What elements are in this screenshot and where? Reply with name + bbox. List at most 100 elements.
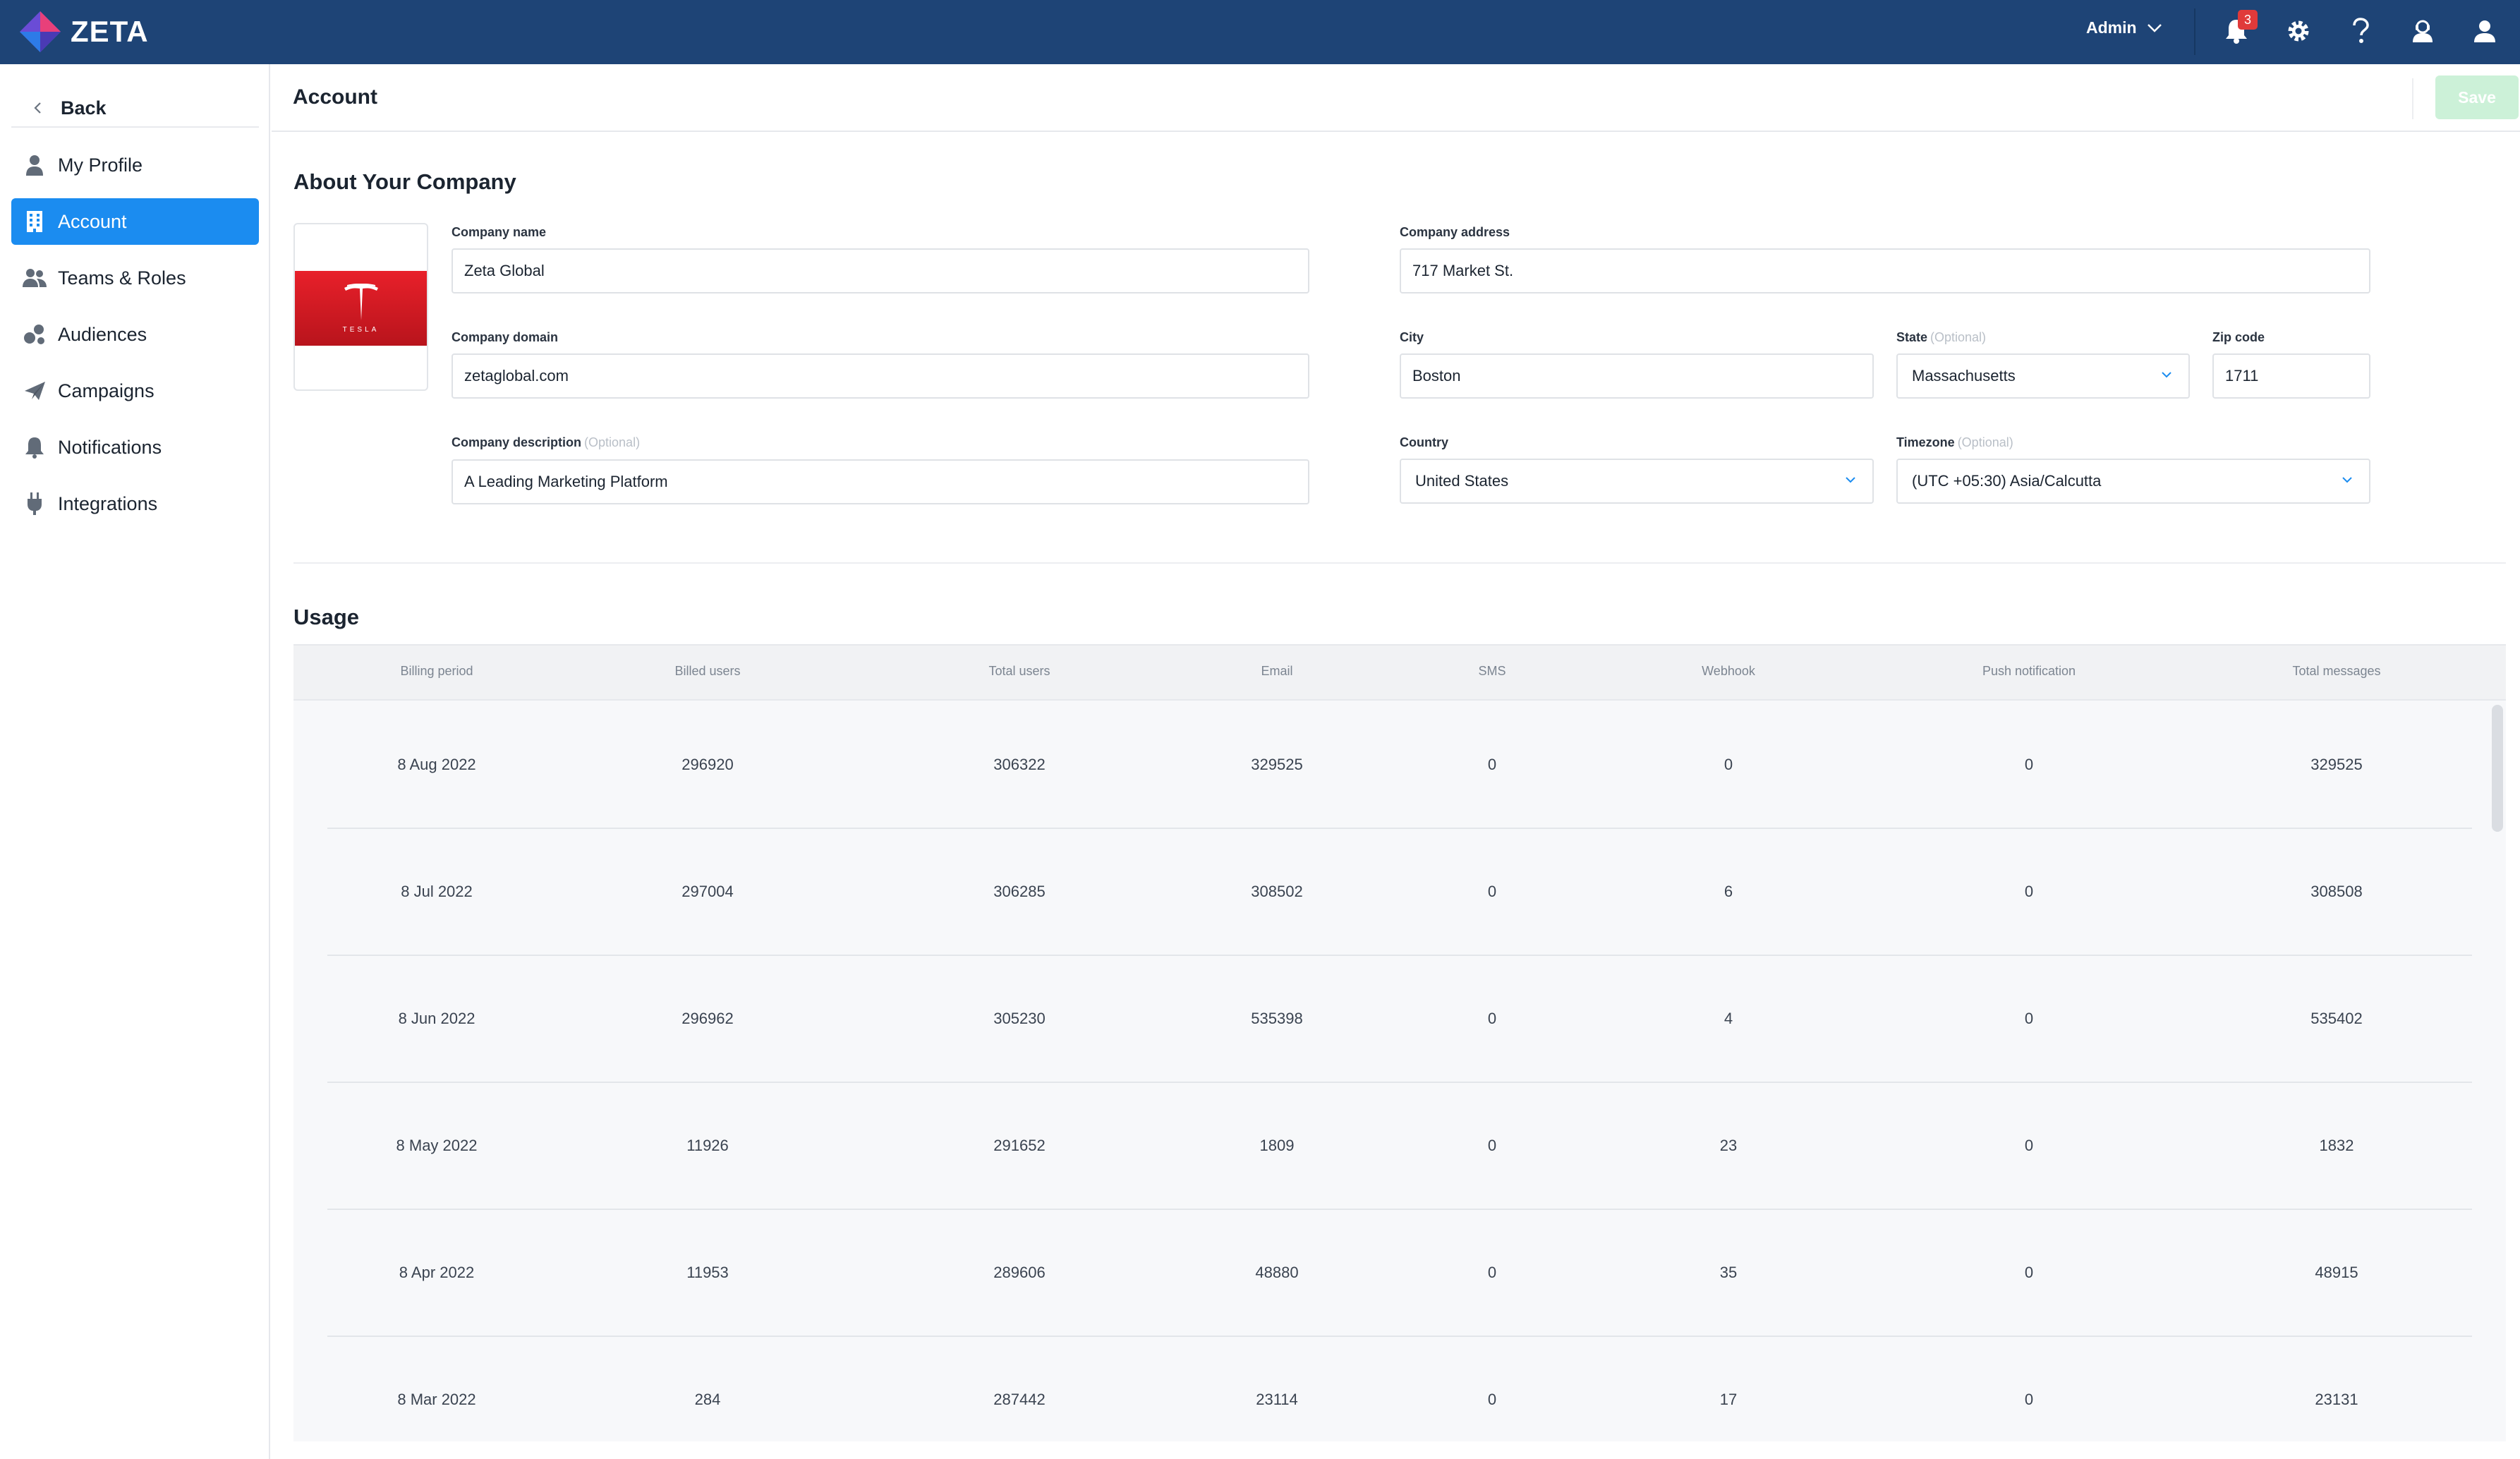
table-scrollbar[interactable] — [2492, 705, 2503, 832]
usage-table-header: Billing period Billed users Total users … — [293, 646, 2506, 701]
settings-button[interactable] — [2283, 16, 2314, 47]
zip-code-input[interactable]: 1711 — [2212, 353, 2370, 399]
audiences-icon — [24, 325, 44, 344]
country-label: Country — [1400, 435, 1448, 449]
cell-billed-users: 296962 — [682, 1010, 734, 1027]
cell-total-users: 289606 — [993, 1264, 1046, 1281]
company-address-label: Company address — [1400, 225, 1510, 239]
cell-billing-period: 8 Apr 2022 — [399, 1264, 475, 1281]
paper-plane-icon — [25, 382, 45, 400]
agent-button[interactable] — [2407, 16, 2438, 47]
sidebar-item-account[interactable]: Account — [11, 198, 259, 245]
column-header-webhook[interactable]: Webhook — [1702, 664, 1755, 678]
company-description-input[interactable]: A Leading Marketing Platform — [452, 459, 1309, 504]
sidebar-item-integrations[interactable]: Integrations — [11, 480, 259, 527]
cell-email: 535398 — [1251, 1010, 1303, 1027]
cell-total-messages: 23131 — [2315, 1391, 2358, 1408]
column-header-email[interactable]: Email — [1261, 664, 1293, 678]
cell-push-notification: 0 — [2024, 1264, 2034, 1281]
cell-total-users: 305230 — [993, 1010, 1046, 1027]
cell-total-users: 291652 — [993, 1137, 1046, 1154]
section-divider — [293, 562, 2506, 564]
sidebar-item-label: Teams & Roles — [58, 267, 186, 289]
person-icon — [26, 155, 43, 176]
cell-total-messages: 329525 — [2310, 756, 2363, 773]
country-select[interactable]: United States — [1400, 459, 1874, 504]
save-button[interactable]: Save — [2435, 75, 2519, 119]
cell-billed-users: 284 — [694, 1391, 721, 1408]
tesla-logo-icon — [344, 283, 378, 320]
help-icon — [2353, 18, 2369, 43]
notification-count-badge: 3 — [2238, 10, 2258, 30]
sidebar-item-campaigns[interactable]: Campaigns — [11, 368, 259, 414]
cell-webhook: 0 — [1724, 756, 1733, 773]
zeta-logo[interactable]: ZETA — [18, 10, 149, 54]
cell-webhook: 6 — [1724, 883, 1733, 900]
sidebar-item-label: Account — [58, 210, 127, 232]
usage-table: Billing period Billed users Total users … — [293, 644, 2506, 1441]
sidebar-item-my-profile[interactable]: My Profile — [11, 142, 259, 188]
help-button[interactable] — [2345, 16, 2376, 47]
notifications-button[interactable]: 3 — [2221, 10, 2258, 47]
company-name-input[interactable]: Zeta Global — [452, 248, 1309, 293]
column-header-sms[interactable]: SMS — [1478, 664, 1506, 678]
admin-label: Admin — [2086, 18, 2137, 37]
cell-email: 23114 — [1256, 1391, 1298, 1408]
company-logo-text: TESLA — [342, 325, 380, 334]
cell-billing-period: 8 Jun 2022 — [398, 1010, 475, 1027]
sidebar-item-label: Notifications — [58, 436, 162, 458]
city-input[interactable]: Boston — [1400, 353, 1874, 399]
header-divider — [2412, 78, 2413, 119]
company-name-label: Company name — [452, 225, 547, 239]
column-header-billed-users[interactable]: Billed users — [674, 664, 741, 678]
back-button[interactable]: Back — [11, 90, 259, 128]
cell-webhook: 35 — [1719, 1264, 1738, 1281]
cell-sms: 0 — [1487, 1137, 1497, 1154]
company-logo-image: TESLA — [295, 271, 427, 346]
cell-billing-period: 8 Aug 2022 — [397, 756, 476, 773]
company-description-label: Company description (Optional) — [452, 435, 641, 449]
cell-sms: 0 — [1487, 883, 1497, 900]
state-select[interactable]: Massachusetts — [1896, 353, 2190, 399]
sidebar-item-teams-roles[interactable]: Teams & Roles — [11, 255, 259, 301]
page-header: Account Save — [272, 64, 2520, 132]
page-title: Account — [293, 85, 377, 109]
cell-sms: 0 — [1487, 1391, 1497, 1408]
chevron-left-icon — [34, 102, 41, 114]
timezone-label: Timezone (Optional) — [1896, 435, 2013, 449]
sidebar-item-audiences[interactable]: Audiences — [11, 311, 259, 358]
admin-menu[interactable]: Admin — [2086, 18, 2162, 37]
cell-billed-users: 297004 — [682, 883, 734, 900]
cell-total-messages: 308508 — [2310, 883, 2363, 900]
usage-section-title: Usage — [293, 605, 360, 629]
company-domain-input[interactable]: zetaglobal.com — [452, 353, 1309, 399]
cell-total-users: 287442 — [993, 1391, 1046, 1408]
column-header-total-users[interactable]: Total users — [988, 664, 1050, 678]
cell-sms: 0 — [1487, 756, 1497, 773]
table-row: 8 Jul 2022 297004 306285 308502 0 6 0 30… — [327, 829, 2472, 956]
table-row: 8 May 2022 11926 291652 1809 0 23 0 1832 — [327, 1083, 2472, 1210]
cell-billing-period: 8 Jul 2022 — [401, 883, 473, 900]
top-navigation-bar: ZETA Admin 3 — [0, 0, 2520, 64]
agent-icon — [2413, 20, 2433, 42]
table-row: 8 Aug 2022 296920 306322 329525 0 0 0 32… — [327, 702, 2472, 829]
cell-total-messages: 48915 — [2315, 1264, 2358, 1281]
cell-total-messages: 1832 — [2319, 1137, 2354, 1154]
user-profile-button[interactable] — [2469, 16, 2500, 47]
column-header-total-messages[interactable]: Total messages — [2292, 664, 2381, 678]
cell-billing-period: 8 Mar 2022 — [397, 1391, 476, 1408]
sidebar-item-notifications[interactable]: Notifications — [11, 424, 259, 471]
company-address-input[interactable]: 717 Market St. — [1400, 248, 2370, 293]
chevron-down-icon — [2147, 23, 2162, 32]
cell-email: 1809 — [1259, 1137, 1295, 1154]
column-header-billing-period[interactable]: Billing period — [400, 664, 473, 678]
cell-webhook: 4 — [1724, 1010, 1733, 1027]
column-header-push-notification[interactable]: Push notification — [1982, 664, 2076, 678]
company-logo-upload[interactable]: TESLA — [293, 223, 428, 391]
cell-email: 308502 — [1251, 883, 1303, 900]
cell-billed-users: 11926 — [686, 1137, 729, 1154]
cell-push-notification: 0 — [2024, 883, 2034, 900]
timezone-select[interactable]: (UTC +05:30) Asia/Calcutta — [1896, 459, 2370, 504]
cell-email: 329525 — [1251, 756, 1303, 773]
cell-webhook: 17 — [1719, 1391, 1738, 1408]
